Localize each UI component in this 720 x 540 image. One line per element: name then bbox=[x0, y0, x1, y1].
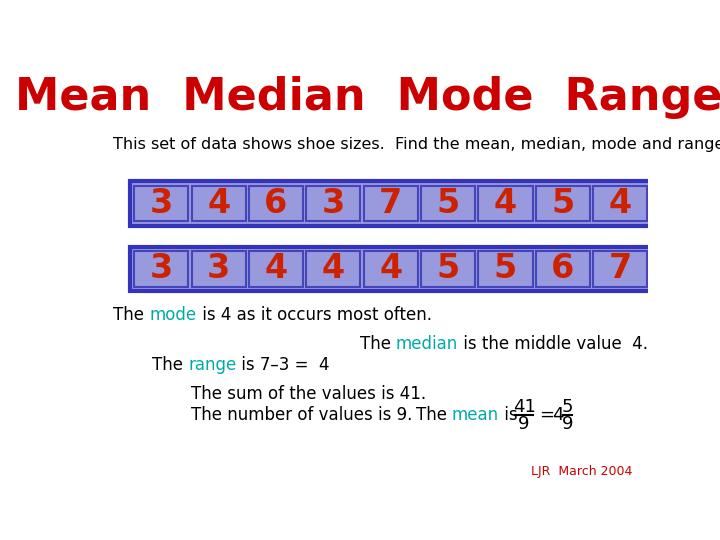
Text: Mean  Median  Mode  Range: Mean Median Mode Range bbox=[15, 76, 720, 119]
Text: 4: 4 bbox=[379, 252, 402, 285]
Text: 7: 7 bbox=[608, 252, 631, 285]
Text: 9: 9 bbox=[562, 415, 573, 433]
Text: 3: 3 bbox=[207, 252, 230, 285]
Text: 9: 9 bbox=[518, 415, 530, 433]
Text: 5: 5 bbox=[562, 397, 573, 416]
Text: 6: 6 bbox=[264, 187, 287, 220]
FancyBboxPatch shape bbox=[306, 186, 361, 221]
Text: is 7–3 =  4: is 7–3 = 4 bbox=[236, 356, 330, 374]
FancyBboxPatch shape bbox=[192, 186, 246, 221]
Text: 6: 6 bbox=[551, 252, 575, 285]
FancyBboxPatch shape bbox=[536, 251, 590, 287]
Text: is 4 as it occurs most often.: is 4 as it occurs most often. bbox=[197, 306, 431, 324]
Text: mean: mean bbox=[451, 406, 499, 424]
Text: The number of values is 9.: The number of values is 9. bbox=[191, 406, 412, 424]
Text: The sum of the values is 41.: The sum of the values is 41. bbox=[191, 386, 426, 403]
FancyBboxPatch shape bbox=[421, 186, 475, 221]
FancyBboxPatch shape bbox=[364, 251, 418, 287]
Text: is the middle value  4.: is the middle value 4. bbox=[458, 335, 648, 353]
Text: This set of data shows shoe sizes.  Find the mean, median, mode and range.: This set of data shows shoe sizes. Find … bbox=[113, 137, 720, 152]
Text: 7: 7 bbox=[379, 187, 402, 220]
Text: 4: 4 bbox=[552, 406, 564, 424]
FancyBboxPatch shape bbox=[134, 251, 189, 287]
Text: mode: mode bbox=[150, 306, 197, 324]
Text: 5: 5 bbox=[436, 252, 459, 285]
Text: The: The bbox=[415, 406, 451, 424]
FancyBboxPatch shape bbox=[192, 251, 246, 287]
Text: 4: 4 bbox=[494, 187, 517, 220]
FancyBboxPatch shape bbox=[536, 186, 590, 221]
Text: The: The bbox=[113, 306, 150, 324]
Text: 3: 3 bbox=[150, 252, 173, 285]
Text: 4: 4 bbox=[264, 252, 287, 285]
Text: 41: 41 bbox=[513, 397, 536, 416]
FancyBboxPatch shape bbox=[593, 251, 647, 287]
Text: 3: 3 bbox=[150, 187, 173, 220]
Text: is: is bbox=[499, 406, 518, 424]
FancyBboxPatch shape bbox=[478, 186, 533, 221]
FancyBboxPatch shape bbox=[306, 251, 361, 287]
FancyBboxPatch shape bbox=[249, 186, 303, 221]
Text: The: The bbox=[360, 335, 396, 353]
FancyBboxPatch shape bbox=[421, 251, 475, 287]
Text: 5: 5 bbox=[551, 187, 575, 220]
Text: range: range bbox=[188, 356, 236, 374]
Text: 3: 3 bbox=[322, 187, 345, 220]
Text: 4: 4 bbox=[207, 187, 230, 220]
FancyBboxPatch shape bbox=[364, 186, 418, 221]
FancyBboxPatch shape bbox=[130, 181, 652, 226]
Text: 4: 4 bbox=[322, 252, 345, 285]
Text: 5: 5 bbox=[436, 187, 459, 220]
FancyBboxPatch shape bbox=[478, 251, 533, 287]
FancyBboxPatch shape bbox=[249, 251, 303, 287]
Text: 5: 5 bbox=[494, 252, 517, 285]
Text: median: median bbox=[396, 335, 458, 353]
FancyBboxPatch shape bbox=[593, 186, 647, 221]
Text: LJR  March 2004: LJR March 2004 bbox=[531, 465, 632, 478]
Text: The: The bbox=[152, 356, 188, 374]
FancyBboxPatch shape bbox=[130, 247, 652, 291]
Text: =: = bbox=[539, 406, 554, 424]
Text: 4: 4 bbox=[608, 187, 631, 220]
FancyBboxPatch shape bbox=[134, 186, 189, 221]
